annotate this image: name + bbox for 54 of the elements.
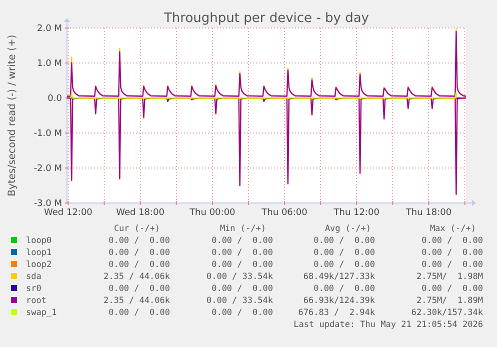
text: 0.00 / 0.00 xyxy=(108,284,170,294)
text: 66.93k/124.39k xyxy=(303,296,375,306)
text: 0.00 / 0.00 xyxy=(422,284,483,294)
y-tick-label: 0.0 xyxy=(48,94,62,104)
text: 0.00 / 0.00 xyxy=(108,308,170,318)
text: 0.00 / 0.00 xyxy=(108,236,170,246)
text: 0.00 / 33.54k xyxy=(206,272,273,282)
y-tick-label: -3.0 M xyxy=(34,199,62,209)
text: 62.30k/157.34k xyxy=(411,308,483,318)
text: 0.00 / 0.00 xyxy=(314,260,375,270)
chart-title: Throughput per device - by day xyxy=(162,11,370,26)
legend-label: loop1 xyxy=(26,248,52,258)
y-axis-title: Bytes/second read (-) / write (+) xyxy=(7,34,18,196)
text: 0.00 / 0.00 xyxy=(422,248,483,258)
text: 0.00 / 33.54k xyxy=(206,296,273,306)
legend-label: loop0 xyxy=(26,236,52,246)
text: 0.00 / 0.00 xyxy=(314,236,375,246)
text: 676.83 / 2.94k xyxy=(298,308,375,318)
x-tick-label: Thu 12:00 xyxy=(332,208,380,218)
x-tick-label: Thu 06:00 xyxy=(260,208,308,218)
text: 0.00 / 0.00 xyxy=(212,308,273,318)
y-tick-label: -1.0 M xyxy=(34,129,62,139)
text: 0.00 / 0.00 xyxy=(108,260,170,270)
x-tick-label: Wed 12:00 xyxy=(44,208,93,218)
text: 0.00 / 0.00 xyxy=(212,236,273,246)
text: 0.00 / 0.00 xyxy=(108,248,170,258)
text: Max (-/+) xyxy=(430,224,476,234)
y-tick-label: 2.0 M xyxy=(37,24,62,34)
text: Min (-/+) xyxy=(220,224,266,234)
legend-label: loop2 xyxy=(26,260,52,270)
x-tick-label: Wed 18:00 xyxy=(116,208,165,218)
x-tick-label: Thu 18:00 xyxy=(404,208,452,218)
text: 0.00 / 0.00 xyxy=(212,260,273,270)
legend-label: root xyxy=(26,296,46,306)
x-tick-label: Thu 00:00 xyxy=(188,208,236,218)
legend-label: sda xyxy=(26,272,42,282)
text: 68.49k/127.33k xyxy=(303,272,375,282)
legend-label: sr0 xyxy=(26,284,42,294)
y-tick-label: -2.0 M xyxy=(34,164,62,174)
text: 0.00 / 0.00 xyxy=(212,248,273,258)
text: 2.35 / 44.06k xyxy=(103,272,170,282)
text: 0.00 / 0.00 xyxy=(422,236,483,246)
text: 0.00 / 0.00 xyxy=(314,248,375,258)
text: 2.75M/ 1.89M xyxy=(416,296,483,306)
text: 2.35 / 44.06k xyxy=(103,296,170,306)
y-tick-label: 1.0 M xyxy=(37,59,62,69)
text: 2.75M/ 1.98M xyxy=(416,272,483,282)
text: 0.00 / 0.00 xyxy=(212,284,273,294)
text: Last update: Thu May 21 21:05:54 2026 xyxy=(294,320,483,330)
text: 0.00 / 0.00 xyxy=(314,284,375,294)
legend-label: swap_1 xyxy=(26,308,57,318)
text: 0.00 / 0.00 xyxy=(422,260,483,270)
text: Cur (-/+) xyxy=(114,224,160,234)
text: Avg (-/+) xyxy=(324,224,371,234)
